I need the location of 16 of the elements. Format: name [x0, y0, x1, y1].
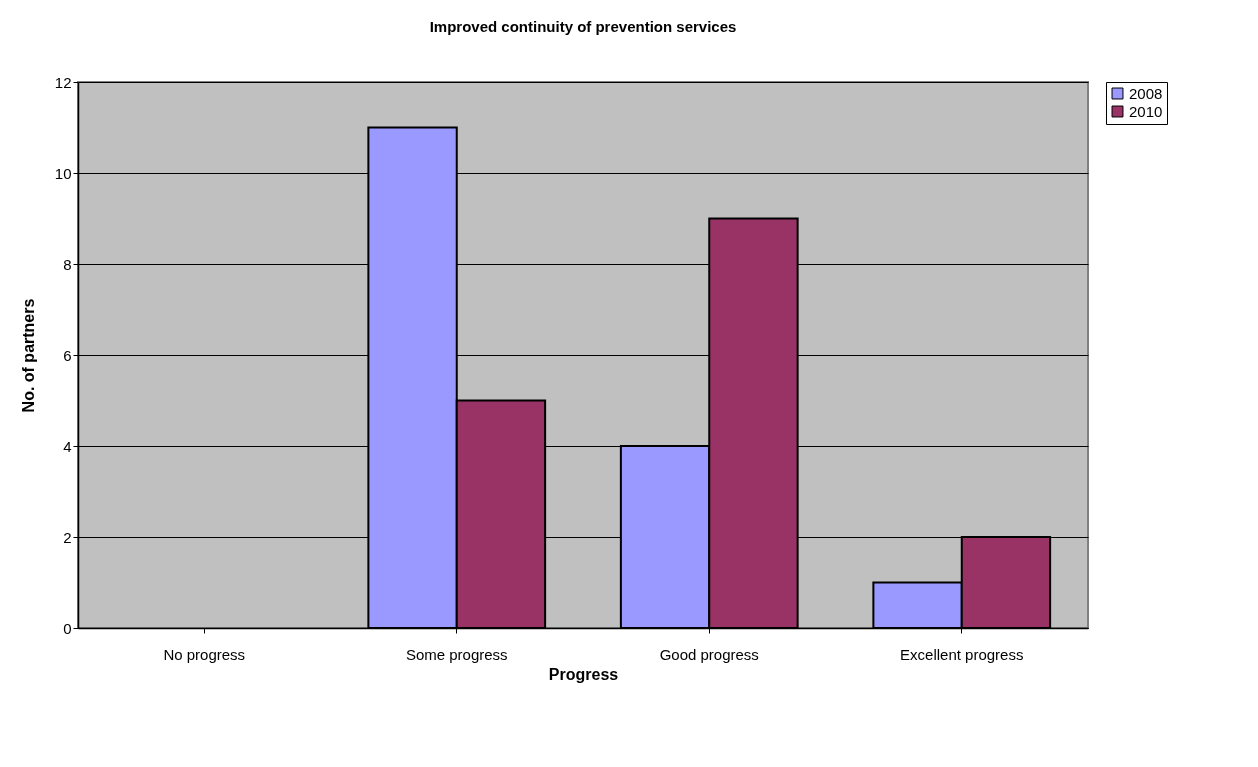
y-tick-label: 10: [54, 164, 72, 182]
chart-title: Improved continuity of prevention services: [429, 18, 737, 35]
x-tick-label: Some progress: [405, 645, 508, 663]
x-tick-label: Excellent progress: [900, 645, 1024, 663]
x-tick-label: No progress: [163, 645, 246, 663]
y-tick-label: 0: [63, 619, 72, 637]
y-tick-label: 2: [63, 528, 72, 546]
y-tick-label: 8: [63, 255, 72, 273]
y-axis-title: No. of partners: [19, 298, 37, 413]
y-tick-label: 6: [63, 346, 72, 364]
y-tick-label: 4: [63, 437, 72, 455]
y-tick-label: 12: [54, 73, 72, 91]
legend-label: 2008: [1129, 84, 1163, 102]
legend-label: 2010: [1129, 102, 1163, 120]
x-axis-title: Progress: [548, 665, 619, 683]
x-tick-label: Good progress: [659, 645, 759, 663]
